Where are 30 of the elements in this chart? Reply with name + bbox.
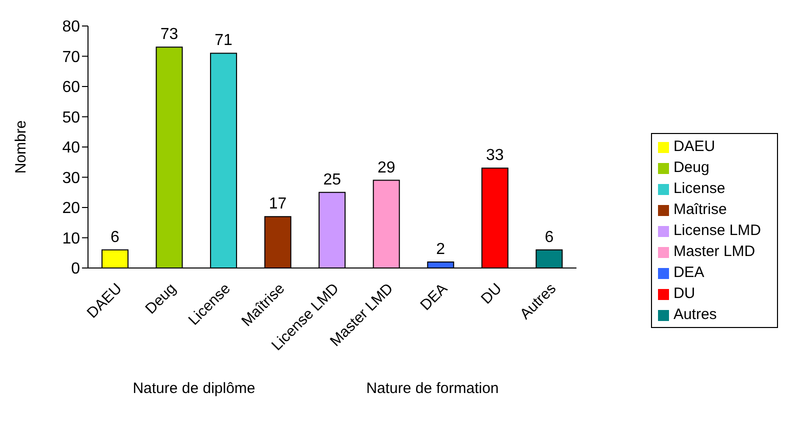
data-label: 6 (110, 228, 120, 246)
y-tick-label: 70 (62, 48, 80, 66)
data-label: 29 (377, 159, 396, 176)
y-tick-label: 80 (62, 18, 80, 36)
y-tick-label: 0 (71, 260, 80, 278)
y-tick-label: 30 (62, 170, 80, 187)
y-tick-label: 20 (62, 200, 80, 218)
legend-label: DEA (673, 264, 704, 281)
legend-label: License (673, 180, 726, 197)
legend-label: Master LMD (673, 243, 756, 260)
y-tick-label: 50 (62, 109, 80, 126)
text: Nature de diplôme (132, 380, 256, 397)
y-tick-label: 40 (62, 140, 80, 157)
data-label: 17 (268, 196, 287, 213)
data-label: 6 (544, 228, 554, 246)
legend-label: Deug (673, 159, 710, 176)
y-axis-title: Nombre (12, 120, 30, 174)
x-tick-label: DEA (417, 280, 451, 314)
x-tick-label: DU (478, 280, 506, 308)
legend-label: License LMD (673, 222, 761, 239)
data-label: 71 (214, 32, 233, 50)
y-tick-label: 10 (62, 230, 80, 248)
text: Nature de formation (365, 380, 500, 397)
data-label: 2 (436, 240, 446, 258)
data-label: 25 (323, 171, 342, 188)
data-label: 73 (160, 26, 178, 44)
data-label: 33 (486, 147, 504, 164)
legend-label: Maîtrise (673, 201, 727, 218)
legend-label: DAEU (673, 138, 716, 155)
y-tick-label: 60 (62, 79, 80, 96)
